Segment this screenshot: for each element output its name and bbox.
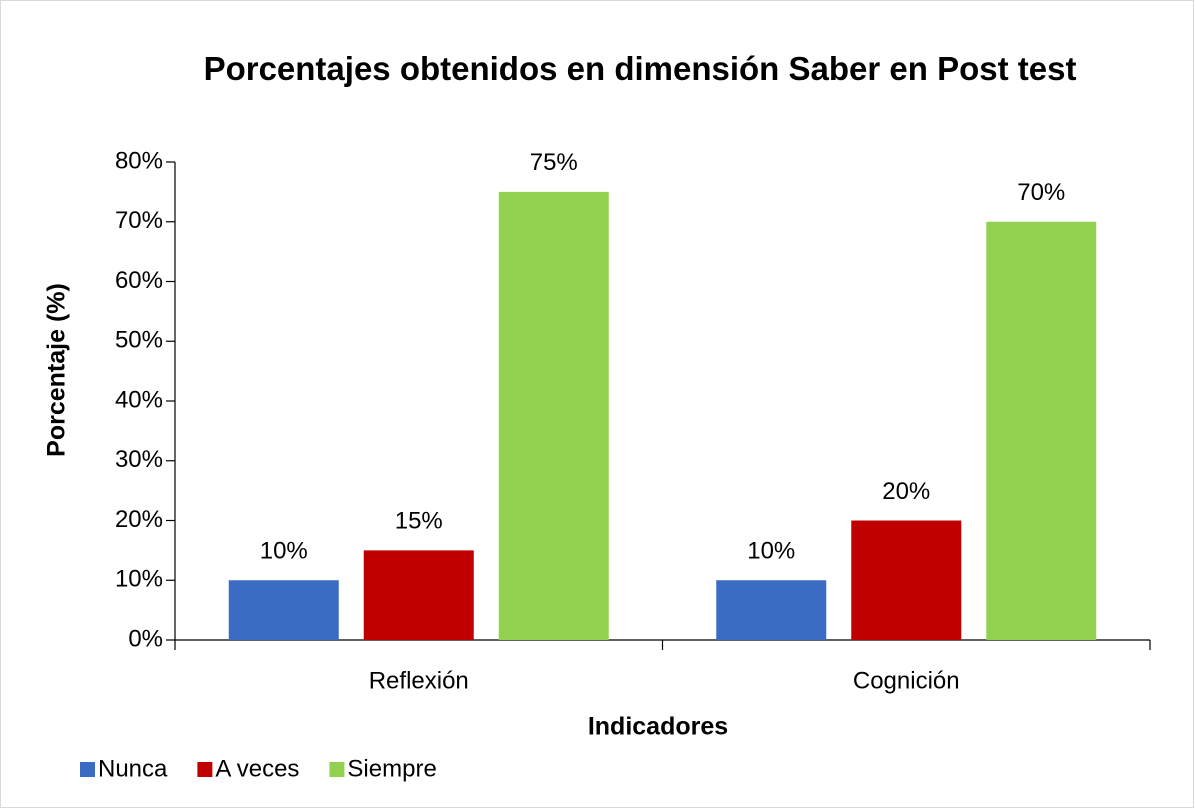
x-tick-label: Reflexión bbox=[369, 667, 469, 694]
y-axis-label: Porcentaje (%) bbox=[43, 283, 71, 457]
value-label: 10% bbox=[260, 538, 308, 565]
bar bbox=[498, 191, 609, 640]
bar bbox=[716, 580, 827, 640]
y-tick-label: 50% bbox=[115, 327, 163, 354]
value-label: 75% bbox=[530, 149, 578, 176]
bar bbox=[986, 221, 1097, 640]
value-label: 10% bbox=[747, 538, 795, 565]
y-tick-label: 60% bbox=[115, 267, 163, 294]
legend-label: A veces bbox=[215, 755, 299, 782]
bar bbox=[228, 580, 339, 640]
legend-label: Siempre bbox=[347, 755, 436, 782]
value-label: 70% bbox=[1017, 179, 1065, 206]
legend-swatch bbox=[80, 762, 95, 777]
y-tick-label: 80% bbox=[115, 147, 163, 174]
y-tick-label: 10% bbox=[115, 566, 163, 593]
value-label: 15% bbox=[395, 508, 443, 535]
y-tick-label: 40% bbox=[115, 386, 163, 413]
legend-swatch bbox=[329, 762, 345, 777]
y-tick-label: 30% bbox=[115, 446, 163, 473]
legend-label: Nunca bbox=[98, 755, 168, 782]
chart-title: Porcentajes obtenidos en dimensión Saber… bbox=[203, 50, 1077, 87]
y-tick-label: 70% bbox=[115, 207, 163, 234]
x-tick-label: Cognición bbox=[853, 667, 960, 694]
legend-swatch bbox=[197, 762, 213, 777]
bar bbox=[363, 550, 474, 640]
x-axis-label: Indicadores bbox=[588, 713, 728, 741]
y-tick-label: 0% bbox=[128, 625, 163, 652]
y-tick-label: 20% bbox=[115, 506, 163, 533]
value-label: 20% bbox=[882, 478, 930, 505]
bar bbox=[851, 520, 962, 640]
